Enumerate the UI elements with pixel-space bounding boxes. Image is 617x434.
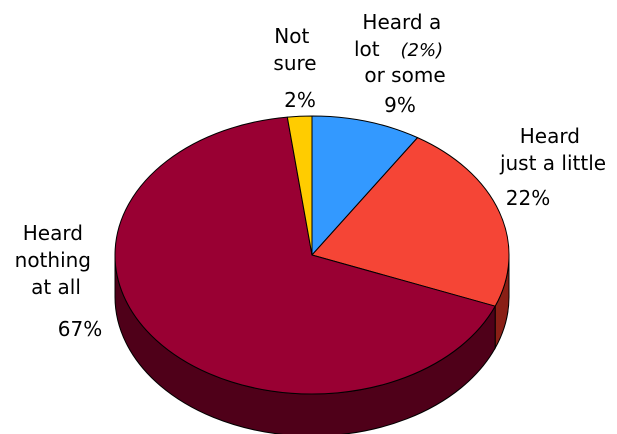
label-heard-a-lot-note: (2%): [401, 40, 444, 61]
label-heard-little: Heard just a little: [499, 124, 606, 175]
pie-slice-heard-a-lot: [311, 115, 419, 256]
value-heard-nothing: 67%: [58, 317, 102, 341]
pie-top-faces: [114, 115, 510, 395]
label-not-sure: Not sure: [273, 24, 316, 75]
value-heard-a-lot: 9%: [384, 93, 416, 117]
value-heard-little: 22%: [506, 186, 550, 210]
pie-slice-not-sure: [286, 115, 313, 256]
label-heard-nothing: Heard nothing at all: [15, 221, 98, 299]
pie-slice-heard-nothing: [114, 116, 496, 395]
value-not-sure: 2%: [284, 88, 316, 112]
label-heard-a-lot: Heard a lot (2%) or some: [354, 10, 449, 87]
pie-slice-heard-little: [311, 137, 510, 307]
pie-slices: [114, 115, 510, 434]
